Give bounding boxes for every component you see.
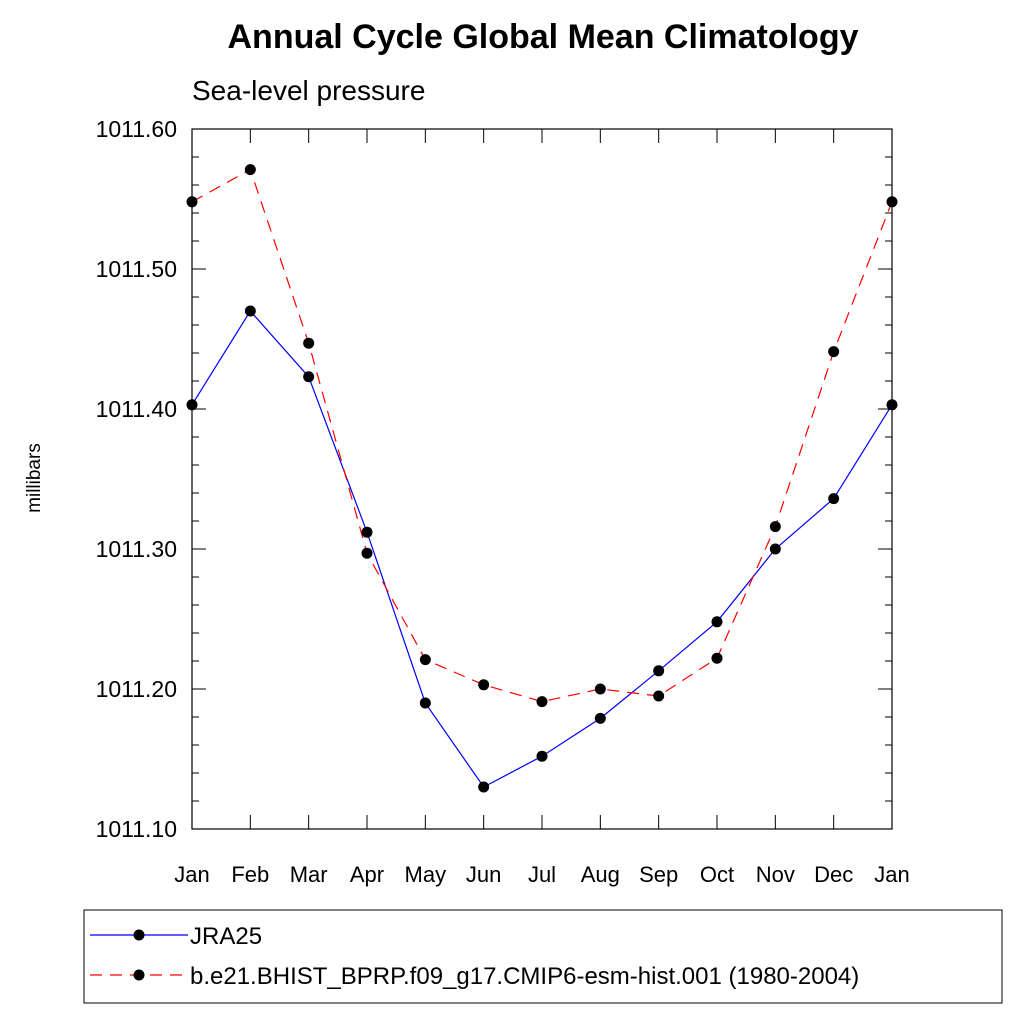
x-tick-label: Feb (231, 862, 269, 887)
data-point-series-0 (478, 781, 490, 793)
series-layer (186, 164, 898, 793)
x-tick-label: Mar (290, 862, 328, 887)
data-point-series-0 (711, 616, 723, 628)
data-point-series-1 (886, 196, 898, 208)
legend-marker-cmip6 (133, 969, 145, 981)
legend-label-jra25: JRA25 (190, 923, 262, 950)
y-tick-label: 1011.50 (96, 256, 177, 282)
data-point-series-0 (828, 493, 840, 505)
plot-area (191, 128, 893, 830)
data-point-series-0 (303, 371, 315, 383)
x-tick-label: Apr (350, 862, 384, 887)
y-tick-label: 1011.10 (96, 816, 177, 842)
data-point-series-1 (711, 652, 723, 664)
x-tick-label: Jun (466, 862, 501, 887)
legend-marker-jra25 (133, 929, 145, 941)
y-tick-label: 1011.20 (96, 676, 177, 702)
data-point-series-1 (303, 337, 315, 349)
x-tick-label: Aug (581, 862, 620, 887)
x-tick-label: Jul (528, 862, 556, 887)
y-tick-label: 1011.60 (96, 116, 177, 142)
legend-box (83, 909, 1003, 1004)
data-point-series-0 (361, 526, 373, 538)
x-tick-label: Oct (700, 862, 734, 887)
data-point-series-1 (419, 654, 431, 666)
data-point-series-1 (244, 164, 256, 176)
x-tick-label: Jan (874, 862, 909, 887)
data-point-series-0 (244, 305, 256, 317)
data-point-series-0 (769, 543, 781, 555)
data-point-series-0 (594, 712, 606, 724)
data-point-series-1 (186, 196, 198, 208)
series-line-0 (191, 310, 893, 788)
data-point-series-1 (361, 547, 373, 559)
y-tick-label: 1011.30 (96, 536, 177, 562)
chart-subtitle: Sea-level pressure (192, 75, 425, 106)
x-tick-label: Jan (174, 862, 209, 887)
data-point-series-0 (886, 399, 898, 411)
chart-title: Annual Cycle Global Mean Climatology (228, 18, 859, 56)
data-point-series-1 (769, 521, 781, 533)
series-line-1 (191, 168, 893, 703)
x-tick-label: Sep (639, 862, 678, 887)
data-point-series-1 (594, 683, 606, 695)
data-point-series-1 (828, 346, 840, 358)
x-tick-label: Dec (814, 862, 853, 887)
data-point-series-0 (419, 697, 431, 709)
data-point-series-0 (653, 665, 665, 677)
y-tick-label: 1011.40 (96, 396, 177, 422)
axis-ticks: 1011.60 1011.50 1011.40 1011.30 1011.20 1011.… (96, 116, 910, 887)
y-axis-label: millibars (24, 443, 45, 513)
data-point-series-1 (653, 690, 665, 702)
data-point-series-0 (186, 399, 198, 411)
plot-frame (191, 128, 893, 830)
data-point-series-1 (536, 696, 548, 708)
x-tick-label: May (405, 862, 447, 887)
legend: JRA25 b.e21.BHIST_BPRP.f09_g17.CMIP6-esm… (83, 909, 1003, 1004)
data-point-series-0 (536, 750, 548, 762)
legend-label-cmip6: b.e21.BHIST_BPRP.f09_g17.CMIP6-esm-hist.… (190, 963, 859, 990)
data-point-series-1 (478, 679, 490, 691)
x-tick-label: Nov (756, 862, 795, 887)
